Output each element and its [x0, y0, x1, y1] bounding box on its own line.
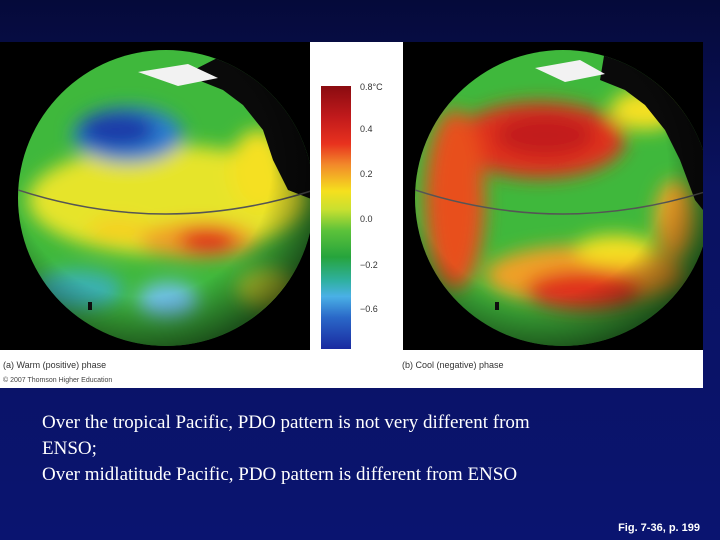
temperature-colorbar: [321, 86, 351, 349]
cool-phase-panel: [403, 42, 703, 350]
warm-phase-globe: [18, 50, 310, 346]
colorbar-tick-label: 0.8°C: [360, 82, 383, 92]
pdo-figure: 0.8°C 0.4 0.2 0.0 −0.2 −0.6: [0, 42, 703, 388]
cool-phase-map: [415, 50, 703, 346]
colorbar-tick-label: 0.0: [360, 214, 373, 224]
caption-cool-phase: (b) Cool (negative) phase: [402, 360, 504, 370]
body-line: Over midlatitude Pacific, PDO pattern is…: [42, 464, 518, 485]
slide-body-text: Over the tropical Pacific, PDO pattern i…: [42, 410, 702, 488]
body-line: Over the tropical Pacific, PDO pattern i…: [42, 412, 530, 433]
figure-reference: Fig. 7-36, p. 199: [618, 522, 700, 534]
colorbar-tick-label: −0.6: [360, 304, 378, 314]
copyright-notice: © 2007 Thomson Higher Education: [3, 377, 113, 384]
colorbar-tick-label: 0.4: [360, 124, 373, 134]
colorbar-tick-label: 0.2: [360, 169, 373, 179]
body-line: ENSO;: [42, 438, 97, 459]
colorbar-tick-label: −0.2: [360, 260, 378, 270]
cool-phase-globe: [415, 50, 703, 346]
warm-phase-panel: [0, 42, 310, 350]
warm-phase-map: [18, 50, 310, 346]
caption-warm-phase: (a) Warm (positive) phase: [3, 360, 107, 370]
